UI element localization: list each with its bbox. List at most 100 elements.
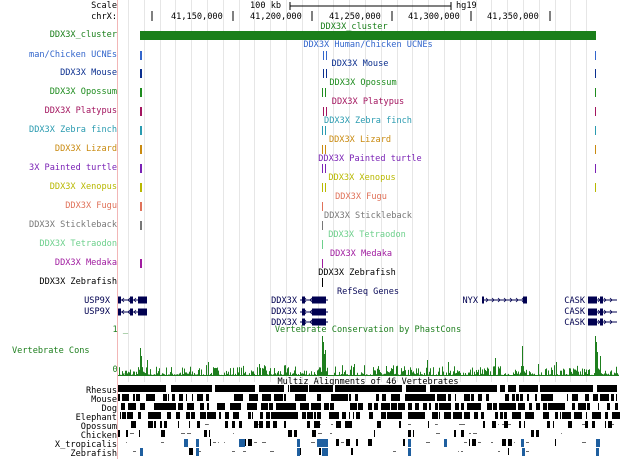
conservation-bar	[470, 369, 471, 376]
multiz-title: Multiz Alignments of 46 Vertebrates	[277, 377, 459, 387]
alignment-block	[512, 394, 515, 401]
species-label-elephant[interactable]: Elephant	[75, 413, 117, 423]
gene-ddx3x-strand-arrow	[315, 319, 319, 325]
alignment-block	[469, 439, 470, 446]
gene-label-cask[interactable]: CASK	[564, 307, 585, 317]
species-label-dog[interactable]: Dog	[101, 404, 117, 414]
conservation-bar	[190, 366, 191, 376]
track-label-zebra-finch[interactable]: DDX3X Zebra finch	[29, 125, 117, 135]
species-label-zebrafish[interactable]: Zebrafish	[70, 449, 117, 459]
alignment-block	[235, 412, 239, 419]
conservation-track-label[interactable]: Vertebrate Cons	[12, 346, 90, 356]
alignment-block	[405, 394, 406, 401]
gene-label-usp9x[interactable]: USP9X	[84, 296, 110, 306]
track-label-zebrafish[interactable]: DDX3X Zebrafish	[39, 277, 117, 287]
conservation-bar	[301, 373, 302, 376]
conservation-bar	[185, 372, 186, 376]
species-label-x-tropicalis[interactable]: X_tropicalis	[54, 440, 117, 450]
alignment-block	[423, 403, 427, 410]
track-label-lizard[interactable]: DDX3X Lizard	[54, 144, 117, 154]
conservation-bar	[327, 367, 328, 376]
track-label-platypus[interactable]: DDX3X Platypus	[44, 106, 117, 116]
gene-label-usp9x[interactable]: USP9X	[84, 307, 110, 317]
gene-label-ddx3x[interactable]: DDX3X	[271, 307, 297, 317]
conservation-bar	[214, 368, 215, 376]
alignment-block	[293, 412, 295, 419]
conservation-bar	[520, 372, 521, 376]
track-label-painted-turtle[interactable]: 3X Painted turtle	[29, 163, 117, 173]
alignment-block	[615, 403, 618, 410]
gene-cask-strand-arrow	[591, 297, 595, 303]
alignment-block	[544, 412, 545, 419]
species-label-opossum[interactable]: Opossum	[80, 422, 117, 432]
conservation-bar	[300, 372, 301, 376]
alignment-conserved-block	[196, 448, 199, 456]
conservation-bar	[271, 374, 272, 376]
conservation-bar	[141, 356, 142, 376]
conservation-bar	[600, 356, 601, 376]
species-label-rhesus[interactable]: Rhesus	[85, 386, 117, 396]
track-label-mouse[interactable]: DDX3X Mouse	[60, 68, 117, 78]
conservation-bar	[207, 374, 208, 376]
conservation-title: Vertebrate Conservation by PhastCons	[274, 325, 462, 335]
alignment-block	[454, 430, 456, 437]
conservation-bar	[526, 369, 527, 376]
alignment-block	[312, 430, 316, 437]
conservation-bar	[180, 372, 181, 376]
species-label-chicken[interactable]: Chicken	[80, 431, 117, 441]
conservation-bar	[181, 374, 182, 376]
track-label-fugu[interactable]: DDX3X Fugu	[65, 201, 117, 211]
conservation-bar	[250, 374, 251, 376]
conservation-bar	[355, 374, 356, 376]
alignment-block	[455, 394, 456, 401]
species-label-mouse[interactable]: Mouse	[91, 395, 117, 405]
gene-label-ddx3x[interactable]: DDX3X	[271, 318, 297, 328]
gene-label-cask[interactable]: CASK	[564, 318, 585, 328]
conservation-bar	[522, 346, 523, 376]
conservation-bar	[173, 374, 174, 376]
track-label-cluster[interactable]: DDX3X_cluster	[49, 30, 117, 40]
alignment-block	[176, 412, 180, 419]
conservation-bar	[352, 374, 353, 376]
track-label-xenopus[interactable]: DDX3X Xenopus	[49, 182, 117, 192]
track-title-lizard: DDX3X Lizard	[328, 135, 392, 145]
track-feature	[323, 107, 324, 116]
gene-label-ddx3x[interactable]: DDX3X	[271, 296, 297, 306]
alignment-block	[469, 403, 470, 410]
alignment-block	[412, 385, 413, 392]
track-label-stickleback[interactable]: DDX3X Stickleback	[29, 220, 117, 230]
gene-label-cask[interactable]: CASK	[564, 296, 585, 306]
conservation-bar	[251, 370, 252, 376]
conservation-bar	[402, 371, 403, 376]
track-feature	[595, 51, 596, 60]
alignment-block	[264, 403, 268, 410]
conservation-bar	[118, 375, 119, 376]
conservation-bar	[256, 374, 257, 376]
alignment-block	[584, 385, 587, 392]
alignment-block	[184, 385, 185, 392]
alignment-block	[512, 412, 514, 419]
alignment-block	[438, 394, 442, 401]
track-label-tetraodon[interactable]: DDX3X Tetraodon	[39, 239, 117, 249]
conservation-bar	[603, 374, 604, 376]
alignment-block	[174, 394, 175, 401]
alignment-block	[502, 439, 506, 446]
track-label-ucnes[interactable]: man/Chicken UCNEs	[29, 50, 117, 60]
alignment-block	[174, 403, 176, 410]
alignment-block	[248, 412, 249, 419]
track-label-medaka[interactable]: DDX3X Medaka	[54, 258, 117, 268]
track-feature	[322, 164, 323, 173]
conservation-bar	[206, 365, 207, 376]
alignment-block	[155, 412, 157, 419]
alignment-block	[311, 403, 314, 410]
alignment-block	[421, 385, 423, 392]
conservation-bar	[248, 374, 249, 376]
alignment-block	[452, 385, 454, 392]
conservation-bar	[582, 368, 583, 376]
track-label-opossum[interactable]: DDX3X Opossum	[49, 87, 117, 97]
alignment-block	[266, 421, 270, 428]
track-feature	[323, 69, 324, 78]
gene-label-nyx[interactable]: NYX	[462, 296, 478, 306]
alignment-block	[492, 421, 496, 428]
alignment-block	[288, 430, 292, 437]
